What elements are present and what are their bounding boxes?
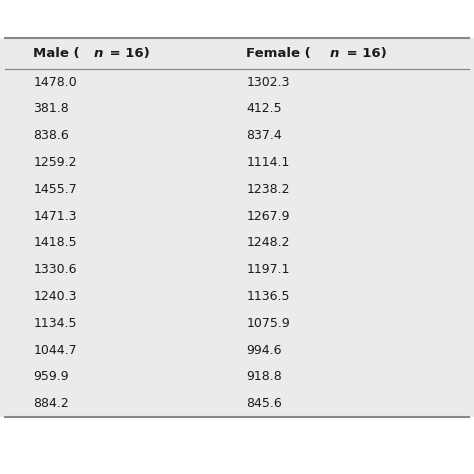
Text: Female (: Female ( <box>246 47 311 60</box>
Text: = 16): = 16) <box>105 47 150 60</box>
Text: 1330.6: 1330.6 <box>33 263 77 276</box>
Text: 412.5: 412.5 <box>246 102 282 116</box>
Text: 1471.3: 1471.3 <box>33 210 77 223</box>
Text: 1302.3: 1302.3 <box>246 76 290 89</box>
Text: 1075.9: 1075.9 <box>246 317 290 330</box>
Bar <box>0 38 474 417</box>
Text: 959.9: 959.9 <box>33 370 69 383</box>
Text: n: n <box>93 47 103 60</box>
Text: 1134.5: 1134.5 <box>33 317 77 330</box>
Text: 1418.5: 1418.5 <box>33 237 77 249</box>
Text: Male (: Male ( <box>33 47 80 60</box>
Text: 884.2: 884.2 <box>33 397 69 410</box>
Text: 381.8: 381.8 <box>33 102 69 116</box>
Text: 1114.1: 1114.1 <box>246 156 290 169</box>
Text: n: n <box>330 47 339 60</box>
Text: 845.6: 845.6 <box>246 397 282 410</box>
Text: 1248.2: 1248.2 <box>246 237 290 249</box>
Text: 1478.0: 1478.0 <box>33 76 77 89</box>
Text: 838.6: 838.6 <box>33 129 69 142</box>
Text: 1044.7: 1044.7 <box>33 344 77 356</box>
Text: 1136.5: 1136.5 <box>246 290 290 303</box>
Text: 1259.2: 1259.2 <box>33 156 77 169</box>
Text: = 16): = 16) <box>342 47 387 60</box>
Text: 1240.3: 1240.3 <box>33 290 77 303</box>
Text: 994.6: 994.6 <box>246 344 282 356</box>
Text: 1267.9: 1267.9 <box>246 210 290 223</box>
Text: 918.8: 918.8 <box>246 370 282 383</box>
Text: 837.4: 837.4 <box>246 129 282 142</box>
Text: 1455.7: 1455.7 <box>33 183 77 196</box>
Text: 1197.1: 1197.1 <box>246 263 290 276</box>
Text: 1238.2: 1238.2 <box>246 183 290 196</box>
